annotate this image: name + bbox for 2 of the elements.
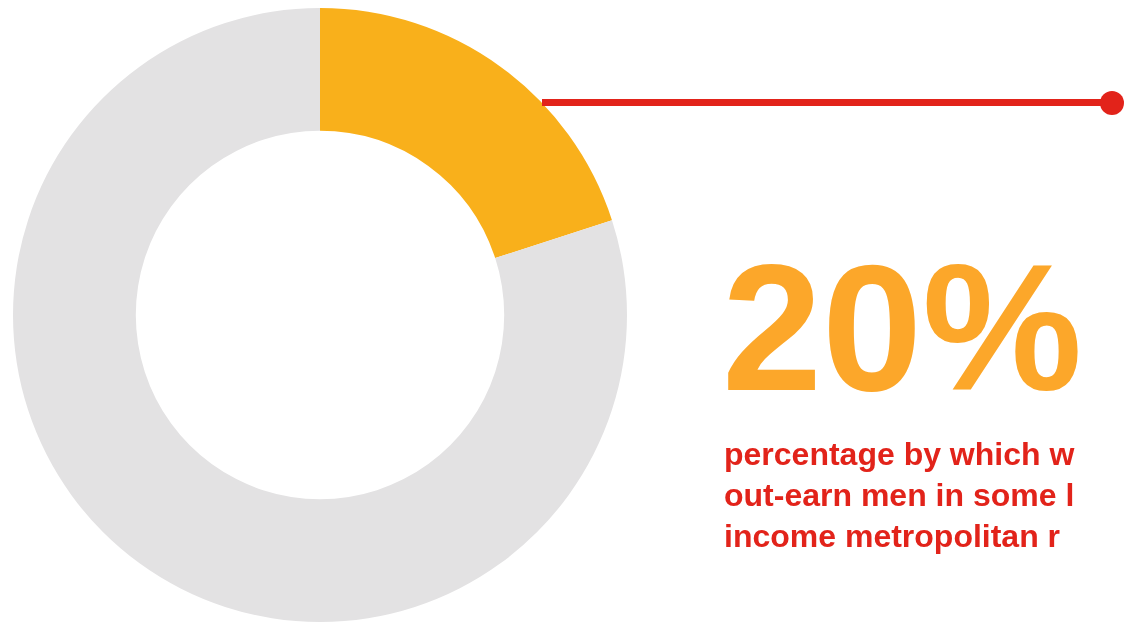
text: percentage by which w out-earn men in some l income metropolitan r: [724, 435, 1076, 556]
data-label: 20%: [722, 227, 1083, 428]
